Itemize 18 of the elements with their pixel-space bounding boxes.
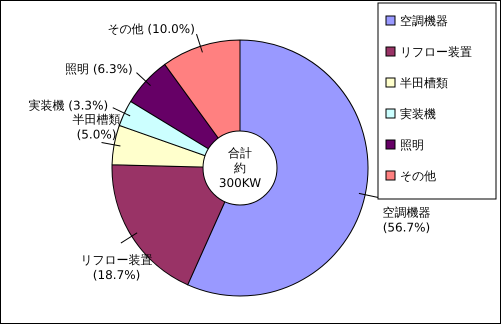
slice-label: リフロー装置 (80, 252, 153, 267)
text: 300KW (218, 176, 262, 190)
data-label: (56.7%) (382, 220, 430, 234)
data-label: (18.7%) (92, 268, 140, 282)
category-label: 実装機 (3.3%) (28, 98, 108, 112)
text: 合計 (228, 146, 252, 160)
legend-label: 実装機 (400, 107, 436, 121)
data-label: (5.0%) (76, 128, 116, 142)
legend-label: 半田槽類 (400, 76, 448, 90)
slice-label: 空調機器 (382, 205, 431, 220)
legend-label: リフロー装置 (400, 45, 472, 59)
slice-label: 半田槽類 (72, 112, 120, 127)
category-label: 照明 (6.3%) (65, 62, 133, 76)
legend-label: その他 (400, 169, 436, 183)
category-label: その他 (10.0%) (108, 22, 195, 36)
legend-label: 空調機器 (400, 14, 448, 28)
text: 約 (234, 161, 246, 175)
legend-label: 照明 (400, 138, 424, 152)
